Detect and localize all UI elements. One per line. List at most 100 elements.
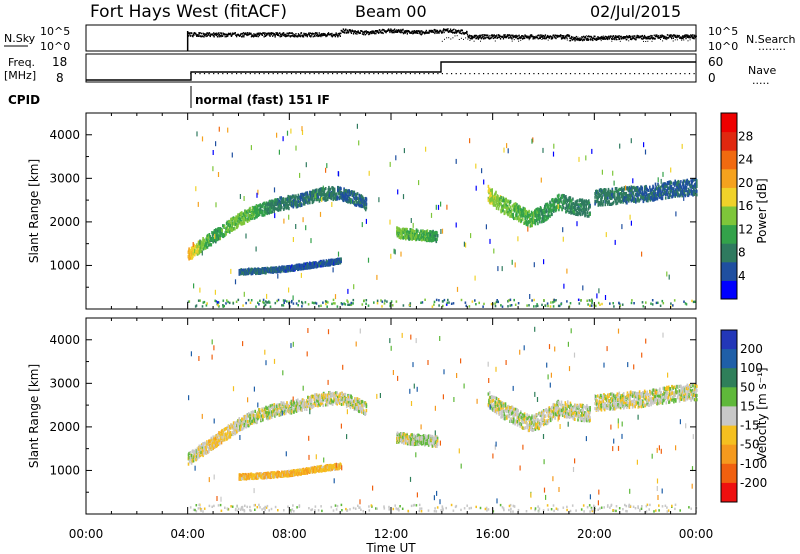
data-cell-late	[595, 192, 597, 197]
nsky-point	[303, 32, 305, 35]
nsky-point	[669, 35, 671, 38]
data-cell-mid	[420, 233, 423, 237]
data-cell-evening	[500, 199, 503, 203]
nsky-point	[651, 38, 654, 40]
nsky-point	[341, 30, 343, 32]
nave-point	[341, 73, 343, 75]
nsky-point	[188, 32, 191, 35]
nsky-point	[335, 32, 337, 34]
nsky-point	[404, 32, 406, 34]
nsky-point	[619, 37, 621, 40]
nsky-point	[269, 32, 272, 34]
data-cell-main	[287, 203, 289, 208]
nsky-point	[642, 38, 644, 40]
data-cell-late	[616, 201, 619, 205]
data-cell-late	[611, 189, 614, 193]
data-cell-main	[303, 202, 306, 206]
data-cell-main	[297, 197, 299, 201]
data-cell-late	[662, 192, 664, 196]
noise-cell	[540, 177, 542, 183]
nsky-point	[629, 38, 632, 40]
data-cell-evening	[516, 203, 518, 207]
nsky-point	[245, 32, 247, 34]
nsky-point	[408, 30, 411, 33]
noise-cell	[591, 148, 593, 154]
data-cell-mid	[426, 234, 429, 238]
nsky-point	[310, 32, 313, 35]
data-cell-main	[249, 209, 252, 213]
data-cell-evening	[540, 207, 542, 211]
data-cell-evening	[561, 208, 563, 212]
nave-series	[190, 73, 695, 75]
nsky-point	[539, 37, 541, 40]
nsky-point	[302, 35, 305, 38]
nsky-point	[419, 30, 421, 32]
noise-cell	[295, 224, 297, 229]
nsky-point	[220, 32, 222, 34]
data-cell-evening	[525, 214, 527, 218]
nsky-point	[216, 35, 219, 38]
nave-point	[332, 73, 334, 75]
nsearch-point	[664, 36, 666, 38]
data-cell-evening	[493, 199, 495, 203]
data-cell-main	[291, 199, 294, 203]
nsearch-point	[522, 38, 524, 40]
nsky-point	[566, 34, 568, 37]
data-cell-evening	[545, 202, 547, 206]
data-cell-main	[316, 188, 318, 192]
data-cell-evening	[549, 207, 551, 211]
noise-cell	[425, 146, 427, 152]
nsky-point	[676, 36, 678, 39]
data-cell-main	[341, 194, 343, 198]
nsearch-point	[630, 35, 632, 37]
data-cell-low	[315, 261, 317, 265]
nsearch-point	[530, 36, 532, 38]
date-label: 02/Jul/2015	[590, 2, 681, 21]
nsky-point	[320, 33, 322, 35]
data-cell-late	[677, 192, 680, 196]
data-cell-evening	[575, 212, 577, 216]
data-cell-main	[208, 241, 211, 245]
nsky-point	[686, 36, 688, 38]
data-cell-late	[692, 178, 694, 182]
data-cell-main	[348, 199, 350, 204]
data-cell-main	[297, 193, 300, 197]
nsky-point	[368, 31, 370, 34]
noise-cell	[614, 192, 616, 198]
nsky-point	[215, 32, 217, 35]
data-cell-main	[344, 195, 347, 199]
data-cell-evening	[553, 209, 555, 213]
nsearch-point	[649, 35, 651, 37]
nsky-point	[554, 34, 557, 37]
nsky-point	[596, 38, 599, 41]
data-cell-main	[307, 201, 309, 205]
data-cell-evening	[522, 209, 525, 213]
data-cell-evening	[532, 217, 535, 221]
data-cell-late	[611, 187, 614, 191]
data-cell-evening	[569, 196, 572, 200]
nsky-point	[635, 38, 637, 41]
nsky-point	[686, 35, 688, 37]
nsky-point	[481, 37, 483, 39]
nave-point	[505, 73, 508, 75]
nsky-point	[599, 38, 601, 40]
data-cell-late	[688, 180, 690, 185]
data-cell-main	[328, 185, 330, 190]
nave-point	[451, 73, 453, 75]
data-cell-evening	[583, 206, 586, 210]
data-cell-evening	[581, 200, 584, 204]
nsky-point	[609, 36, 611, 38]
nave-point	[588, 73, 590, 75]
nsky-point	[671, 37, 673, 40]
nsky-point	[475, 37, 477, 40]
nsky-point	[618, 35, 620, 37]
nsky-point	[285, 34, 287, 36]
data-cell-evening	[507, 199, 510, 203]
nsky-point	[242, 34, 244, 37]
noise-cell	[199, 239, 201, 245]
data-cell-mid	[421, 236, 424, 240]
nsky-point	[270, 33, 272, 36]
nave-point	[249, 73, 251, 75]
nsky-point	[400, 28, 402, 31]
nsky-point	[579, 38, 581, 40]
